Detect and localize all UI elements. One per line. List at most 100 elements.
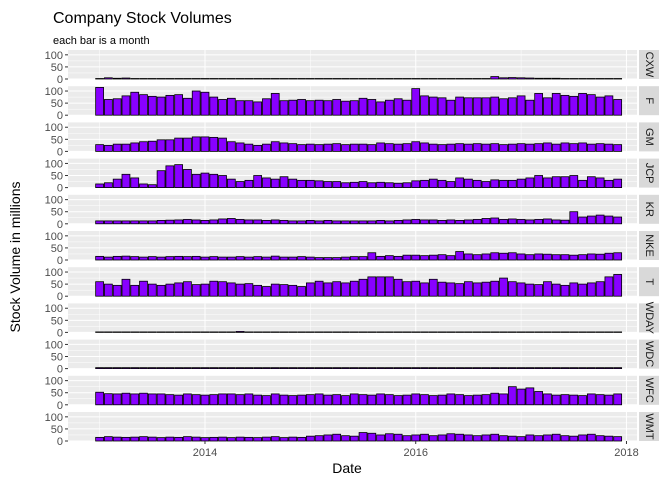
- bar: [314, 144, 324, 152]
- bar: [551, 93, 561, 116]
- bar: [130, 367, 140, 369]
- bar: [507, 252, 517, 261]
- bar: [218, 256, 227, 261]
- facet-strip: [639, 194, 659, 224]
- bar: [367, 252, 377, 261]
- bar: [578, 395, 587, 406]
- bar: [297, 367, 306, 369]
- bar: [95, 144, 104, 152]
- bar: [165, 139, 175, 152]
- bar: [393, 278, 403, 297]
- bar: [341, 282, 350, 297]
- bar: [367, 182, 377, 188]
- bar: [595, 143, 605, 152]
- bar: [218, 393, 227, 406]
- bar: [490, 143, 500, 152]
- bar: [139, 436, 148, 442]
- y-tick-label: 50: [51, 315, 63, 327]
- bar: [121, 143, 131, 152]
- bar: [358, 143, 368, 152]
- bar: [560, 94, 570, 116]
- bar: [613, 436, 623, 442]
- bar: [95, 391, 104, 406]
- bar: [147, 393, 157, 406]
- bar: [218, 218, 227, 225]
- bar: [306, 100, 315, 116]
- bar: [569, 211, 579, 225]
- bar: [341, 395, 350, 406]
- bar: [314, 367, 324, 369]
- bar: [490, 252, 500, 261]
- bar: [516, 77, 526, 80]
- bar: [270, 367, 280, 369]
- bar: [437, 367, 447, 369]
- facet-strip: [639, 158, 659, 188]
- y-tick-label: 100: [45, 158, 63, 170]
- bar: [393, 367, 403, 369]
- bar: [183, 97, 192, 116]
- bar: [428, 278, 438, 297]
- bar: [209, 367, 219, 369]
- facet-strip: [639, 86, 659, 116]
- bar: [104, 99, 113, 116]
- bar: [306, 179, 315, 189]
- bar: [332, 181, 342, 189]
- bar: [279, 142, 289, 152]
- bar: [551, 433, 561, 442]
- bar: [183, 169, 192, 189]
- bar: [367, 367, 377, 369]
- bar: [235, 100, 245, 116]
- bar: [332, 281, 342, 297]
- bar: [376, 276, 385, 297]
- bar: [226, 282, 236, 297]
- bar: [499, 435, 508, 442]
- bar: [104, 436, 113, 442]
- bar: [244, 100, 254, 116]
- bar: [376, 181, 385, 189]
- bar: [376, 393, 385, 406]
- bar: [516, 178, 526, 188]
- bar: [393, 433, 403, 442]
- bar: [437, 144, 447, 152]
- bar: [490, 367, 500, 369]
- bar: [420, 219, 429, 225]
- bar: [560, 394, 570, 406]
- bar: [586, 176, 596, 189]
- bar: [104, 182, 113, 188]
- bar: [516, 219, 526, 225]
- bar: [95, 255, 104, 261]
- bar: [402, 254, 412, 261]
- bar: [525, 387, 535, 406]
- bar: [534, 391, 544, 406]
- bar: [297, 286, 306, 297]
- bar: [481, 97, 491, 116]
- bar: [226, 178, 236, 188]
- bar: [306, 367, 315, 369]
- bar: [428, 435, 438, 442]
- chart-subtitle: each bar is a month: [53, 35, 150, 47]
- y-tick-label: 50: [51, 207, 63, 219]
- bar: [543, 367, 552, 369]
- y-tick-label: 0: [57, 183, 63, 195]
- bar: [578, 142, 587, 152]
- bar: [191, 255, 201, 261]
- bar: [578, 434, 587, 442]
- bar: [174, 137, 183, 152]
- bar: [613, 274, 623, 297]
- bar: [165, 256, 175, 261]
- bar: [516, 436, 526, 442]
- bar: [604, 143, 614, 152]
- bar: [472, 97, 482, 116]
- bar: [288, 178, 298, 188]
- bar: [560, 254, 570, 261]
- bar: [306, 435, 315, 442]
- bar: [200, 220, 210, 225]
- bar: [209, 136, 219, 152]
- bar: [534, 367, 544, 369]
- bar: [428, 178, 438, 188]
